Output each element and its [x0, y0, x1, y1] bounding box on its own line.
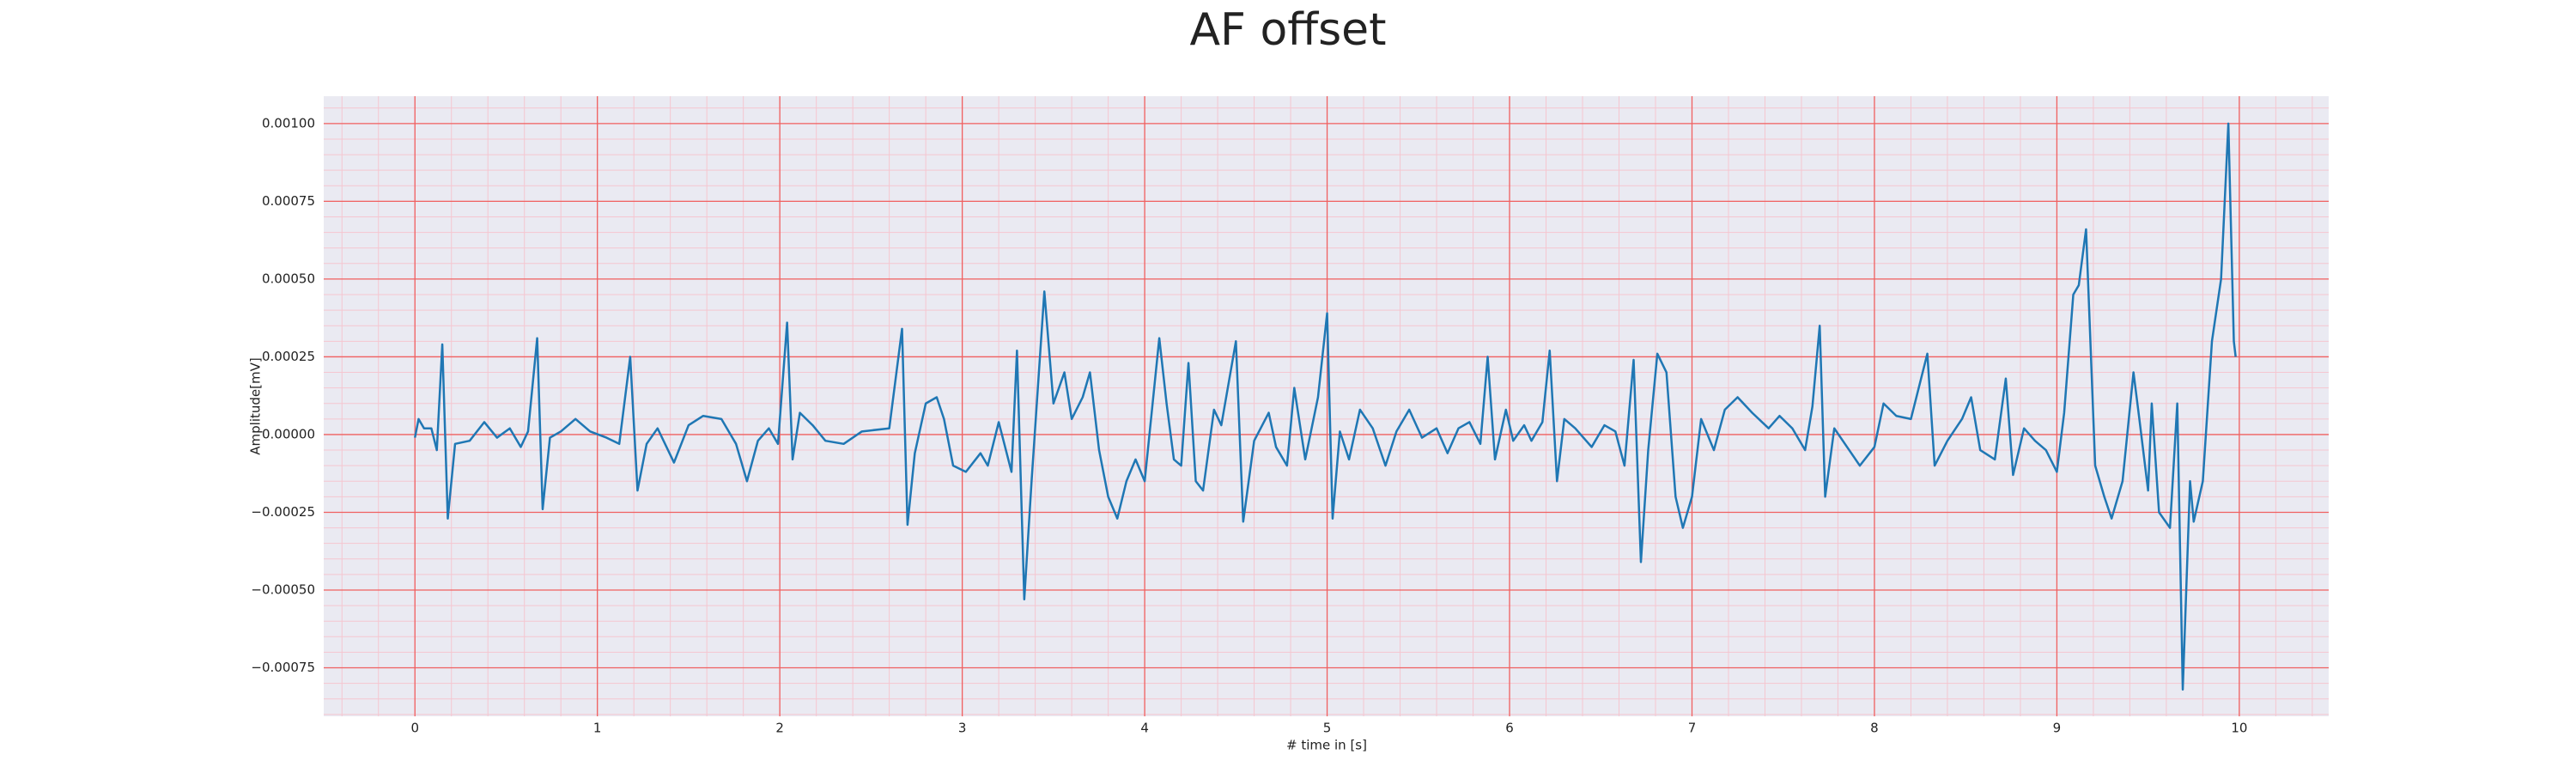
x-tick-label: 4: [1140, 721, 1149, 736]
x-tick-label: 8: [1870, 721, 1879, 736]
x-tick-label: 7: [1688, 721, 1697, 736]
y-tick-label: 0.00100: [262, 115, 315, 131]
x-axis-label: # time in [s]: [1286, 738, 1367, 753]
y-tick-label: 0.00050: [262, 271, 315, 286]
y-tick-label: 0.00025: [262, 349, 315, 364]
x-tick-label: 2: [775, 721, 784, 736]
x-tick-label: 0: [410, 721, 419, 736]
plot-area: [324, 96, 2329, 716]
x-tick-label: 9: [2053, 721, 2062, 736]
x-tick-label: 10: [2231, 721, 2247, 736]
chart-title: AF offset: [1189, 4, 1386, 56]
y-tick-label: −0.00025: [251, 504, 315, 520]
y-axis-label: Amplitude[mV]: [248, 357, 264, 454]
x-tick-label: 5: [1323, 721, 1332, 736]
x-tick-label: 3: [958, 721, 967, 736]
x-tick-label: 6: [1505, 721, 1514, 736]
y-tick-label: 0.00075: [262, 193, 315, 209]
y-tick-label: −0.00075: [251, 660, 315, 675]
x-tick-label: 1: [593, 721, 602, 736]
y-tick-label: −0.00050: [251, 581, 315, 597]
signal-line: [414, 122, 2237, 691]
y-tick-label: 0.00000: [262, 426, 315, 441]
